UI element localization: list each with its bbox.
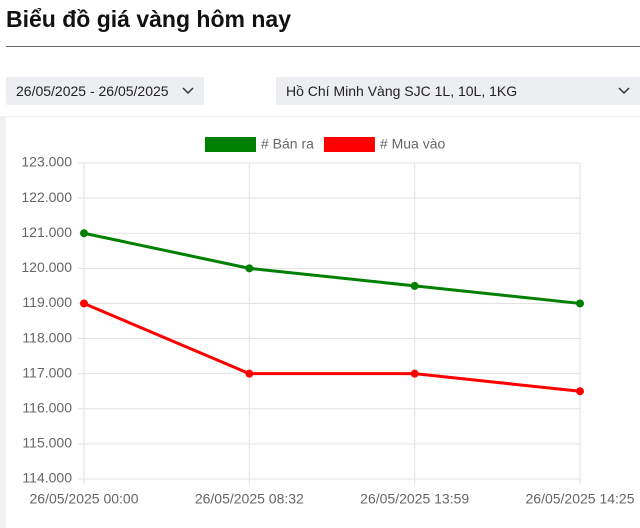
x-tick-label: 26/05/2025 00:00 [30, 491, 139, 507]
chevron [618, 87, 630, 95]
y-tick-label: 122.000 [21, 189, 72, 205]
header: Biểu đồ giá vàng hôm nay 26/05/2025 - 26… [0, 0, 640, 116]
data-point [410, 369, 419, 378]
data-point [410, 281, 419, 290]
y-tick-label: 120.000 [21, 259, 72, 275]
legend-label: # Mua vào [380, 136, 446, 152]
chart: 114.000 115.000 116.000 117.000 118.000 119.0… [6, 117, 640, 528]
x-tick-label: 26/05/2025 08:32 [195, 491, 304, 507]
y-tick-label: 115.000 [22, 435, 72, 451]
page-title: Biểu đồ giá vàng hôm nay [6, 6, 291, 32]
y-tick-label: 118.000 [22, 329, 72, 345]
y-tick-label: 123.000 [21, 154, 72, 170]
data-point [245, 264, 254, 273]
x-tick-label: 26/05/2025 13:59 [360, 491, 469, 507]
date-range-text: 26/05/2025 - 26/05/2025 [16, 83, 169, 99]
data-point [80, 299, 88, 308]
data-point [245, 369, 254, 378]
y-tick-label: 119.000 [22, 294, 72, 310]
series-line [83, 302, 581, 393]
date-range-picker[interactable]: 26/05/2025 - 26/05/2025 [6, 77, 204, 105]
product-select[interactable]: Hồ Chí Minh Vàng SJC 1L, 10L, 1KG [276, 77, 640, 105]
data-point [80, 229, 88, 238]
data-point [576, 299, 584, 308]
y-tick-label: 121.000 [21, 224, 72, 240]
legend-swatch [205, 137, 256, 152]
product-text: Hồ Chí Minh Vàng SJC 1L, 10L, 1KG [286, 83, 518, 99]
x-tick-label: 26/05/2025 14:25 [526, 491, 635, 507]
data-point [576, 387, 584, 396]
y-tick-label: 116.000 [22, 399, 72, 415]
divider [6, 46, 640, 47]
legend-swatch [323, 137, 375, 152]
y-tick-label: 114.000 [22, 470, 72, 486]
y-tick-label: 117.000 [22, 364, 72, 380]
chevron [182, 87, 194, 95]
series-line [83, 231, 581, 305]
legend-label: # Bán ra [261, 136, 314, 152]
